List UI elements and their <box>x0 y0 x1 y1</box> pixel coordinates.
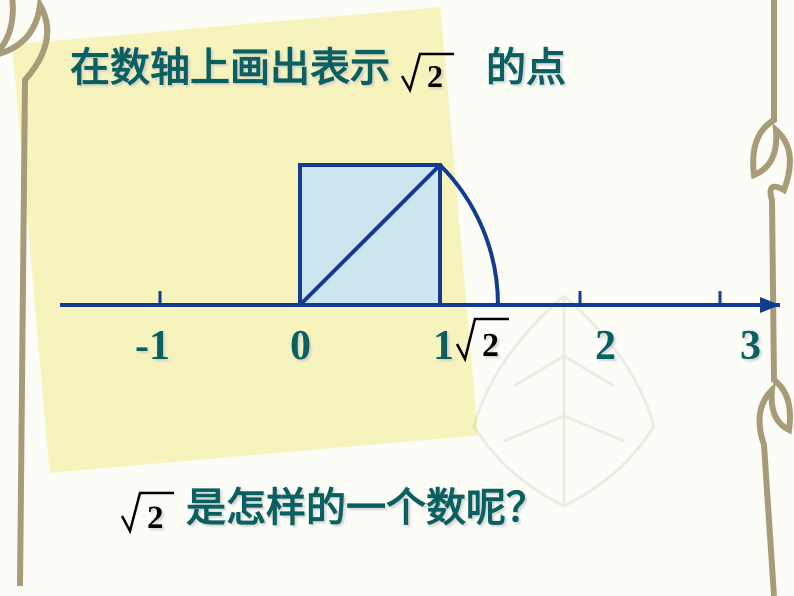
title-suffix: 的点 <box>486 45 566 90</box>
sqrt-value: 2 <box>482 327 499 364</box>
number-line-diagram: -1 0 1 2 3 2 <box>40 100 794 415</box>
sqrt-value: 2 <box>147 500 164 536</box>
tick-label: 0 <box>290 322 311 370</box>
arc <box>440 165 498 305</box>
tick-label: 1 <box>433 322 454 370</box>
sqrt2-axis-label: 2 <box>455 314 511 375</box>
title-prefix: 在数轴上画出表示 <box>70 45 390 90</box>
sqrt-symbol-title: 2 <box>400 48 456 95</box>
tick-label: 3 <box>740 322 761 370</box>
tick-label: -1 <box>135 322 170 370</box>
question-text: 2 是怎样的一个数呢？ <box>120 475 546 536</box>
axis-arrow <box>760 297 780 313</box>
sqrt-value: 2 <box>427 58 443 94</box>
question-main: 是怎样的一个数呢？ <box>186 485 546 530</box>
title-text: 在数轴上画出表示 2 的点 <box>70 35 566 95</box>
tick-label: 2 <box>595 322 616 370</box>
sqrt-symbol-question: 2 <box>120 488 176 536</box>
